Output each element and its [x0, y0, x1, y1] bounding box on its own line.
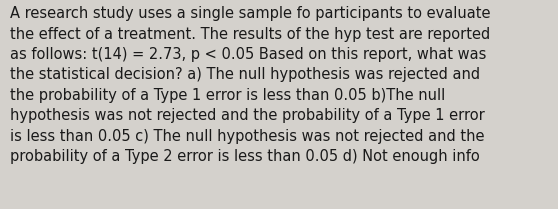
Text: A research study uses a single sample fo participants to evaluate
the effect of : A research study uses a single sample fo… — [10, 6, 490, 164]
